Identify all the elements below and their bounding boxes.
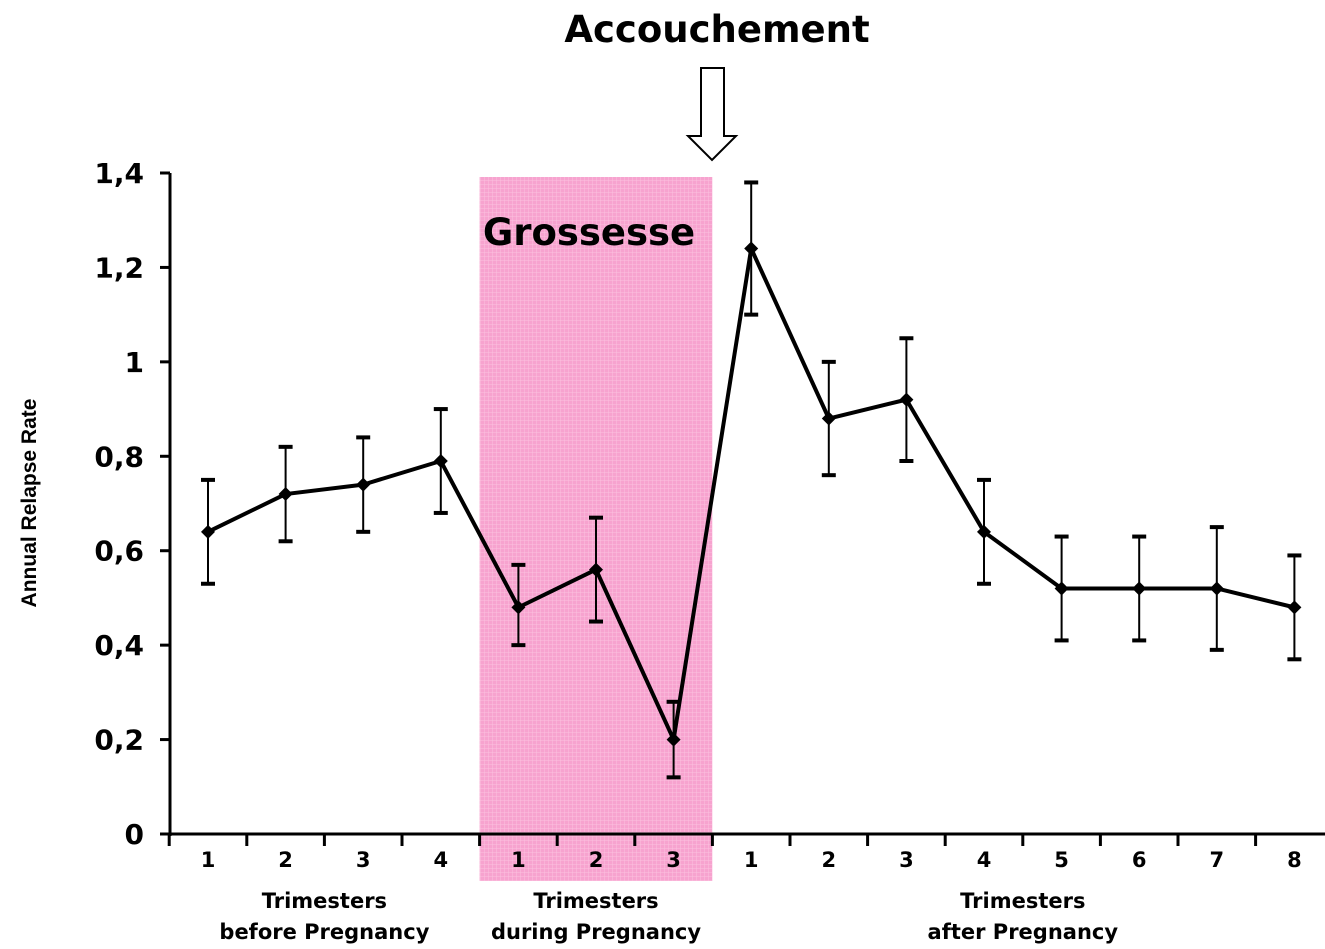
x-tick-label: 8: [1287, 848, 1302, 872]
data-point: [278, 487, 293, 502]
data-point: [821, 411, 836, 426]
data-point: [977, 524, 991, 539]
x-tick-label: 3: [666, 848, 681, 872]
x-tick-label: 3: [356, 848, 371, 872]
group-label-line2: before Pregnancy: [219, 920, 429, 944]
data-point: [899, 392, 914, 407]
data-point: [589, 562, 603, 577]
annotation-label: Accouchement: [564, 8, 869, 51]
x-tick-label: 7: [1209, 848, 1224, 872]
group-label-line1: Trimesters: [533, 889, 658, 913]
highlight-label: Grossesse: [483, 211, 695, 254]
y-axis-label: Annual Relapse Rate: [18, 399, 41, 608]
down-arrow-icon: [685, 67, 739, 162]
y-tick-label: 0: [125, 818, 144, 851]
x-tick-label: 4: [977, 848, 992, 872]
y-tick-label: 0,4: [94, 629, 144, 662]
data-point: [1132, 581, 1147, 596]
x-tick-label: 2: [589, 848, 604, 872]
y-tick-label: 1: [125, 346, 144, 379]
data-point: [1287, 600, 1302, 615]
group-label-line1: Trimesters: [262, 889, 387, 913]
group-label-line2: after Pregnancy: [928, 920, 1119, 944]
y-tick-label: 0,2: [94, 724, 144, 757]
x-tick-label: 1: [511, 848, 526, 872]
x-tick-label: 1: [201, 848, 216, 872]
y-tick-label: 1,4: [94, 157, 144, 190]
data-point: [666, 732, 681, 747]
data-point: [744, 241, 759, 256]
data-point: [433, 454, 448, 469]
x-tick-label: 6: [1132, 848, 1147, 872]
data-point: [511, 600, 526, 615]
series-line: [207, 246, 1295, 742]
x-tick-label: 3: [899, 848, 914, 872]
x-tick-label: 5: [1054, 848, 1069, 872]
x-tick-label: 4: [433, 848, 448, 872]
data-point: [201, 524, 215, 539]
x-tick-label: 1: [744, 848, 759, 872]
x-tick-label: 2: [821, 848, 836, 872]
y-tick-label: 1,2: [94, 251, 144, 284]
x-tick-label: 2: [278, 848, 293, 872]
group-label-line2: during Pregnancy: [491, 920, 701, 944]
y-tick-label: 0,6: [94, 535, 144, 568]
data-point: [1209, 581, 1224, 596]
group-label-line1: Trimesters: [960, 889, 1085, 913]
y-tick-label: 0,8: [94, 440, 144, 473]
data-point: [1054, 581, 1069, 596]
data-point: [356, 477, 371, 492]
